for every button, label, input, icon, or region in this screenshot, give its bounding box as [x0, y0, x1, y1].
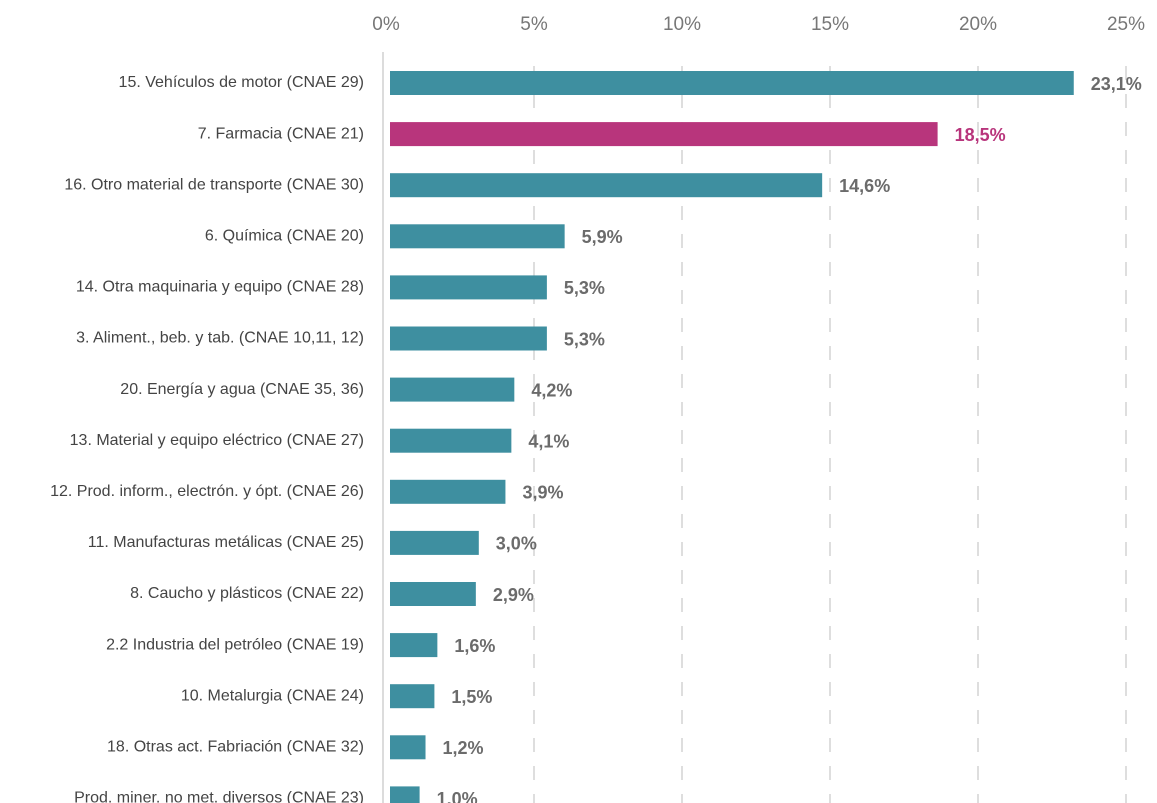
bar	[390, 735, 426, 760]
value-label: 3,0%	[496, 534, 537, 554]
category-label: 8. Caucho y plásticos (CNAE 22)	[130, 585, 364, 602]
value-label: 1,5%	[451, 687, 492, 707]
value-label: 14,6%	[839, 176, 890, 196]
category-label: 7. Farmacia (CNAE 21)	[198, 125, 364, 142]
bar	[390, 275, 547, 300]
category-label: 18. Otras act. Fabriación (CNAE 32)	[107, 739, 364, 756]
category-label: 3. Aliment., beb. y tab. (CNAE 10,11, 12…	[76, 330, 364, 347]
value-label: 1,0%	[437, 789, 478, 803]
category-label: 12. Prod. inform., electrón. y ópt. (CNA…	[50, 483, 364, 500]
bar	[390, 122, 938, 147]
bar	[390, 224, 565, 249]
category-label: 10. Metalurgia (CNAE 24)	[181, 687, 364, 704]
bar	[390, 71, 1074, 95]
bar	[390, 582, 476, 606]
bar	[390, 428, 512, 453]
category-label: Prod. miner. no met. diversos (CNAE 23)	[74, 790, 364, 803]
category-label: 13. Material y equipo eléctrico (CNAE 27…	[70, 432, 364, 449]
value-label: 18,5%	[955, 125, 1006, 145]
x-tick-label: 25%	[1107, 14, 1145, 35]
value-label: 5,9%	[582, 227, 623, 247]
x-tick-label: 15%	[811, 14, 849, 35]
x-tick-label: 0%	[372, 14, 400, 35]
category-label: 14. Otra maquinaria y equipo (CNAE 28)	[76, 279, 364, 296]
value-label: 5,3%	[564, 278, 605, 298]
x-tick-label: 5%	[520, 14, 548, 35]
x-tick-label: 10%	[663, 14, 701, 35]
x-tick-label: 20%	[959, 14, 997, 35]
category-label: 16. Otro material de transporte (CNAE 30…	[64, 176, 364, 193]
category-label: 2.2 Industria del petróleo (CNAE 19)	[106, 636, 364, 653]
bar	[390, 479, 506, 504]
bar	[390, 377, 515, 402]
category-label: 11. Manufacturas metálicas (CNAE 25)	[88, 534, 364, 551]
value-label: 5,3%	[564, 329, 605, 349]
value-label: 3,9%	[522, 483, 563, 503]
value-label: 1,2%	[443, 738, 484, 758]
bar	[390, 530, 479, 555]
category-label: 15. Vehículos de motor (CNAE 29)	[119, 74, 364, 91]
value-label: 4,2%	[531, 380, 572, 400]
bar	[390, 173, 823, 198]
bar	[390, 786, 420, 803]
bar	[390, 633, 438, 658]
value-label: 23,1%	[1091, 74, 1142, 94]
bar	[390, 326, 547, 351]
bar	[390, 684, 435, 709]
value-label: 1,6%	[454, 636, 495, 656]
category-label: 20. Energía y agua (CNAE 35, 36)	[120, 381, 364, 398]
category-label: 6. Química (CNAE 20)	[205, 228, 364, 245]
value-label: 2,9%	[493, 585, 534, 605]
value-label: 4,1%	[528, 431, 569, 451]
